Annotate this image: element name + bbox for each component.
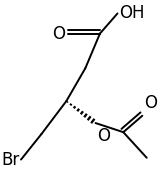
Text: Br: Br: [1, 151, 20, 169]
Text: O: O: [97, 127, 110, 145]
Text: OH: OH: [119, 4, 145, 22]
Text: O: O: [144, 94, 157, 112]
Text: O: O: [52, 25, 65, 43]
